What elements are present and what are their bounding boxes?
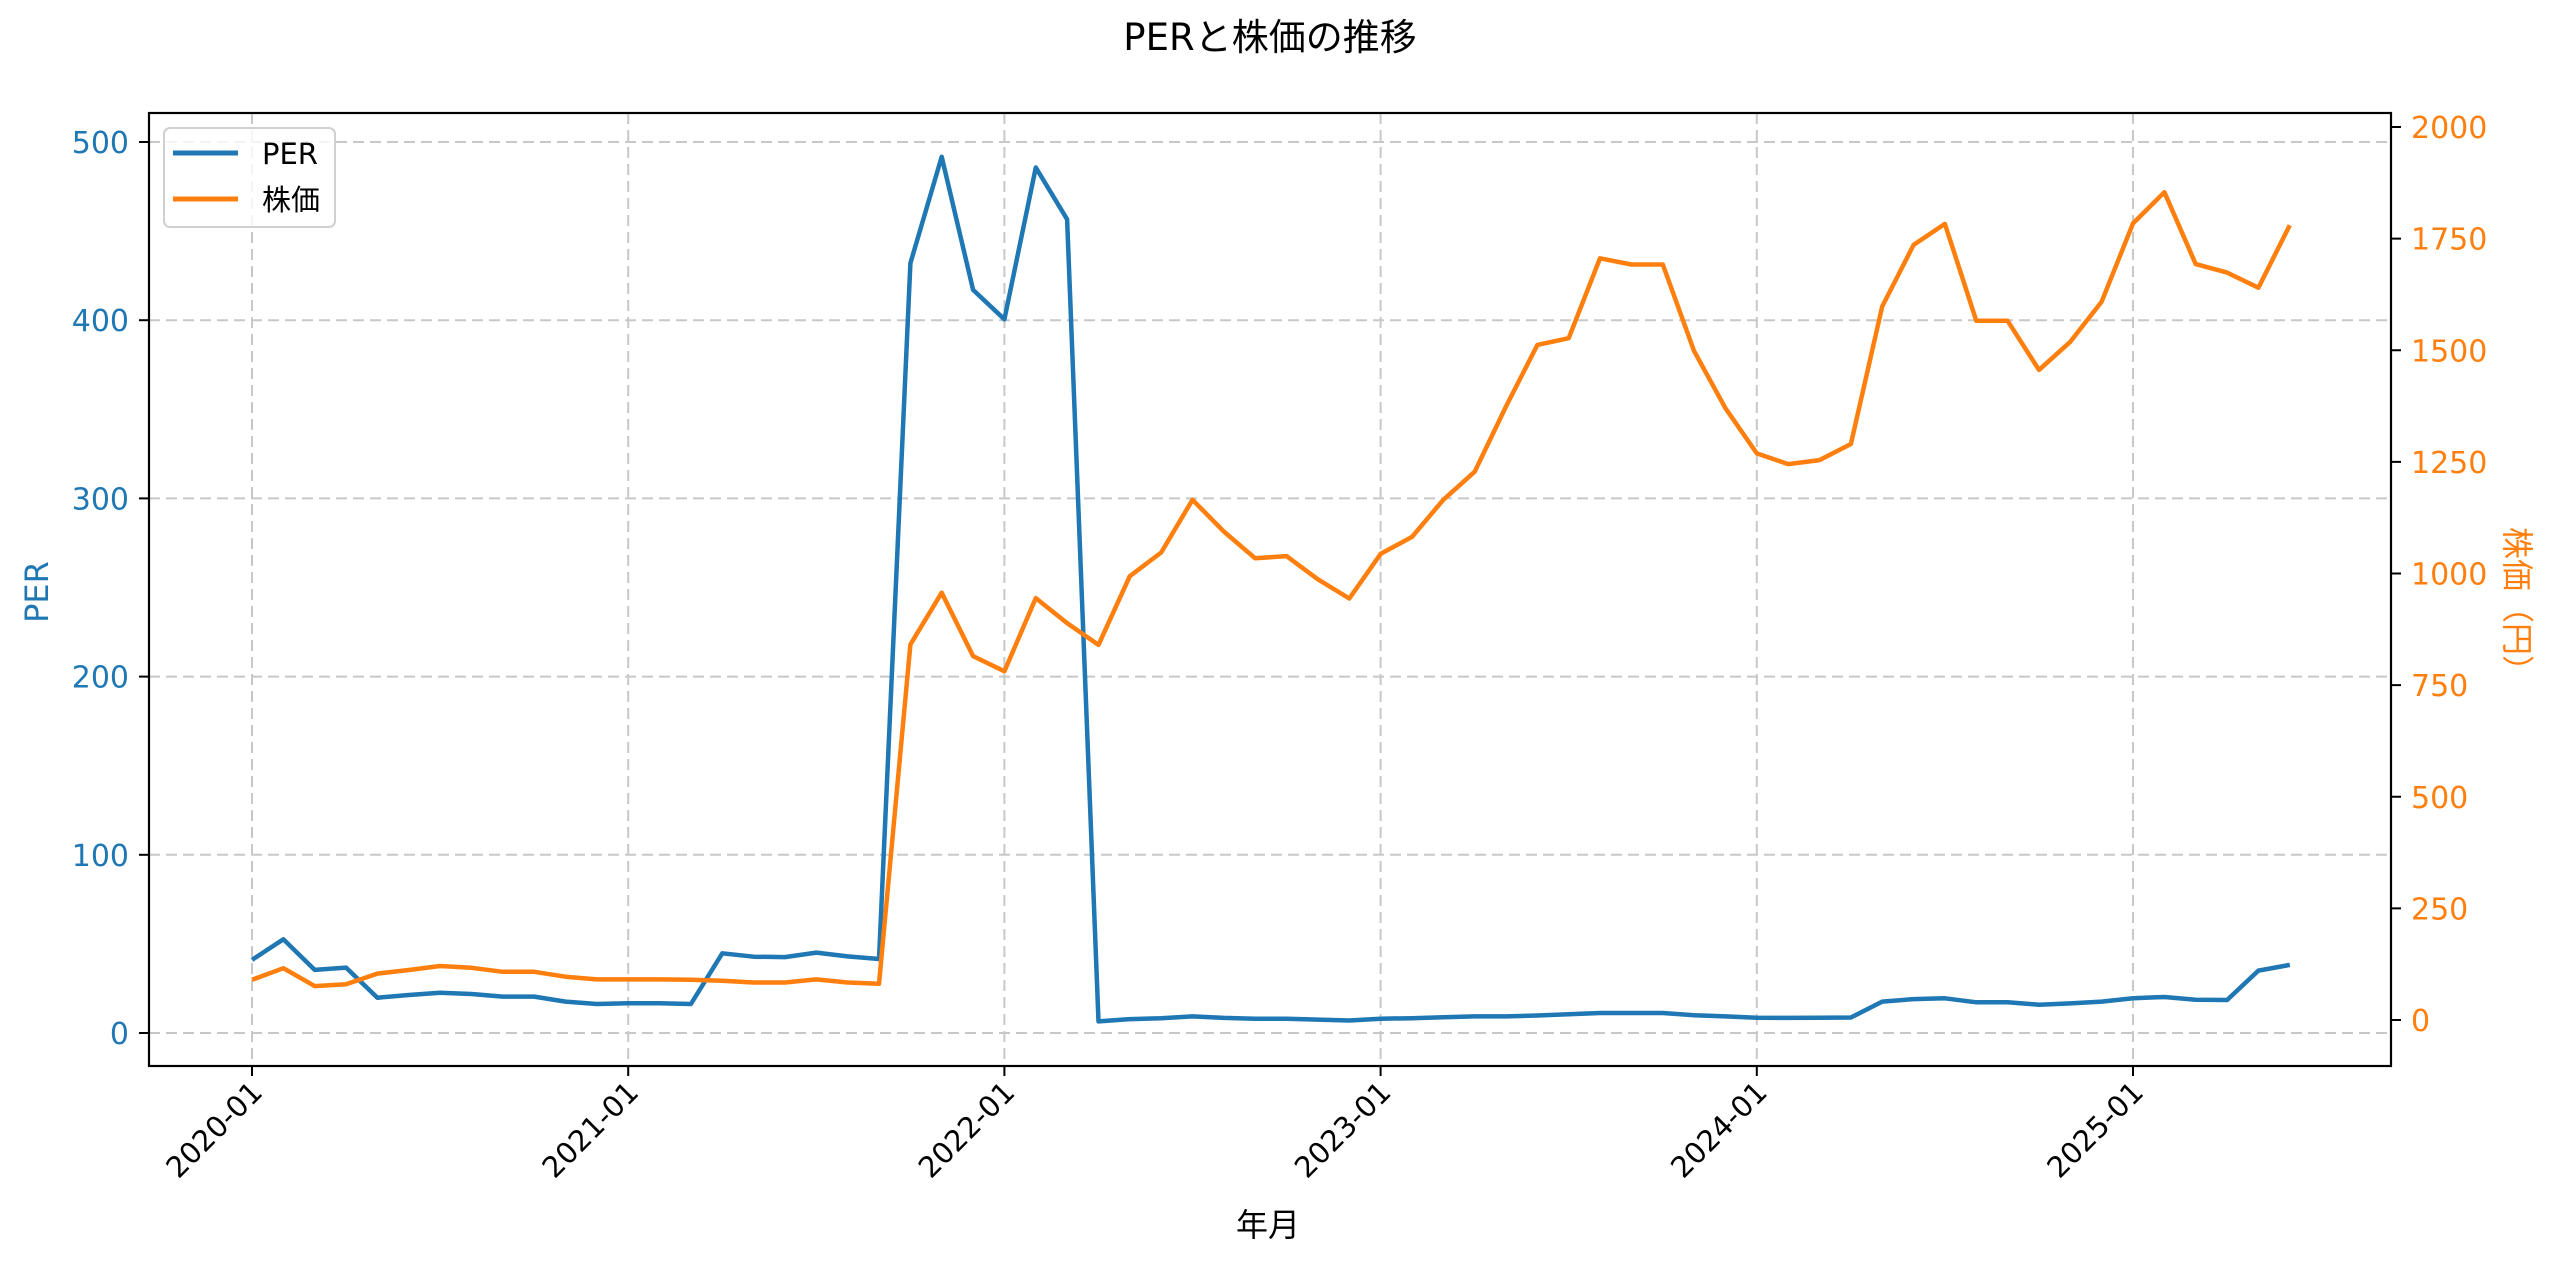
right-tick-label: 500 — [2411, 781, 2468, 816]
chart-title: PERと株価の推移 — [1123, 16, 1416, 59]
left-tick-label: 200 — [72, 661, 129, 696]
right-tick-label: 2000 — [2411, 111, 2487, 146]
left-y-axis: 0 100 200 300 400 500 — [72, 126, 149, 1052]
x-tick-label: 2020-01 — [159, 1075, 269, 1185]
right-tick-label: 1000 — [2411, 558, 2487, 593]
legend-label-per: PER — [262, 137, 318, 171]
right-tick-label: 1750 — [2411, 223, 2487, 258]
plot-area — [250, 154, 2292, 1024]
right-tick-label: 250 — [2411, 892, 2468, 927]
left-tick-label: 400 — [72, 304, 129, 339]
right-tick-label: 1250 — [2411, 446, 2487, 481]
legend-label-price: 株価 — [262, 183, 320, 217]
x-tick-label: 2022-01 — [912, 1075, 1022, 1185]
legend: PER 株価 — [163, 127, 336, 228]
x-axis: 2020-01 2021-01 2022-01 2023-01 2024-01 2025-… — [159, 1066, 2150, 1185]
x-tick-label: 2021-01 — [535, 1075, 645, 1185]
left-y-axis-label: PER — [18, 561, 56, 623]
x-tick-label: 2025-01 — [2040, 1075, 2150, 1185]
left-tick-label: 500 — [72, 126, 129, 161]
right-tick-label: 1500 — [2411, 334, 2487, 369]
x-axis-label: 年月 — [1236, 1206, 1300, 1244]
right-y-axis-label: 株価（円） — [2498, 527, 2536, 687]
x-tick-label: 2023-01 — [1288, 1075, 1398, 1185]
left-tick-label: 300 — [72, 482, 129, 517]
per-line — [250, 154, 2291, 1024]
right-tick-label: 0 — [2411, 1004, 2430, 1039]
right-tick-label: 750 — [2411, 669, 2468, 704]
price-line — [251, 189, 2292, 989]
left-tick-label: 0 — [110, 1017, 129, 1052]
x-tick-label: 2024-01 — [1664, 1075, 1774, 1185]
axes-frame — [147, 111, 2393, 1068]
right-y-axis: 0 250 500 750 1000 1250 1500 1750 2000 — [2391, 111, 2487, 1039]
grid-lines — [149, 113, 2391, 1066]
left-tick-label: 100 — [72, 839, 129, 874]
